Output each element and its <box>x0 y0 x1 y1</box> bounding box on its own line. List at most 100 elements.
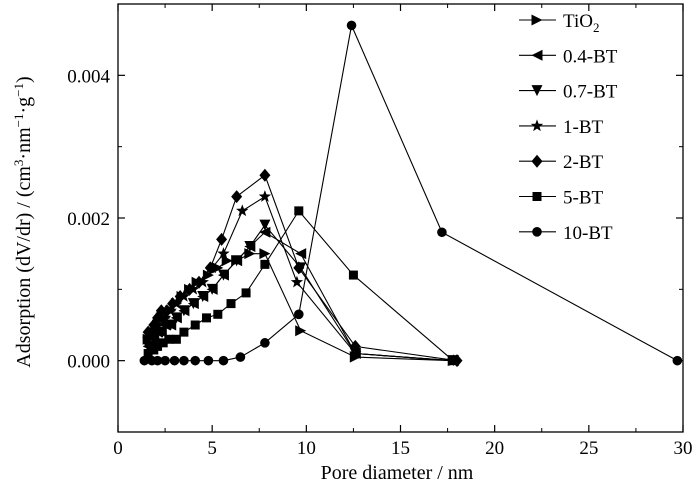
data-point <box>217 269 229 281</box>
x-tick-label: 15 <box>391 438 410 459</box>
data-point <box>147 325 160 338</box>
y-axis-label-sup1: 3 <box>11 160 26 167</box>
y-axis-label: Adsorption (dV/dr) / (cm3·nm−1·g−1) <box>11 76 35 367</box>
x-tick-label: 20 <box>485 438 504 459</box>
data-point <box>672 355 683 366</box>
plot-frame <box>117 3 684 433</box>
data-point <box>217 247 230 259</box>
x-tick-label: 30 <box>674 438 693 459</box>
data-point <box>206 283 218 295</box>
data-point <box>221 255 233 267</box>
data-point <box>184 282 196 296</box>
data-point <box>295 325 307 337</box>
data-point <box>295 248 307 260</box>
series-1-BT <box>141 190 460 366</box>
y-tick-label: 0.004 <box>67 66 110 87</box>
y-axis-label-sup2: −1 <box>11 113 26 127</box>
data-point <box>213 309 223 319</box>
legend-marker <box>531 49 543 61</box>
data-point <box>260 338 270 348</box>
legend-entry: 5-BT <box>519 188 604 209</box>
data-point <box>448 356 458 366</box>
data-point <box>190 355 201 366</box>
data-point <box>204 261 216 275</box>
data-point <box>203 355 214 366</box>
data-point <box>259 226 271 238</box>
legend-label: TiO2 <box>563 11 599 35</box>
data-point <box>235 352 246 362</box>
data-point <box>179 355 189 366</box>
legend-label: 10-BT <box>563 223 613 244</box>
legend-entry: 10-BT <box>519 223 613 244</box>
x-tick-label: 5 <box>207 438 217 459</box>
data-point <box>160 355 170 366</box>
legend-marker <box>531 85 543 97</box>
x-tick-label: 25 <box>579 438 598 459</box>
data-point <box>139 355 150 366</box>
data-point <box>349 347 362 359</box>
data-point <box>290 275 304 288</box>
legend-entry: 0.4-BT <box>519 46 618 67</box>
legend-label: 0.7-BT <box>563 82 618 103</box>
data-point <box>190 320 200 330</box>
data-point <box>141 332 155 345</box>
data-point <box>158 311 172 324</box>
legend-marker <box>530 119 544 132</box>
legend-entry: 1-BT <box>519 117 604 138</box>
data-point <box>244 241 256 253</box>
legend-label: 0.4-BT <box>563 46 618 67</box>
data-point <box>244 248 256 260</box>
data-point <box>142 325 154 339</box>
data-point <box>346 20 357 31</box>
data-point <box>167 297 179 311</box>
legend-label-text: 0.7-BT <box>563 82 618 103</box>
data-point <box>231 255 243 267</box>
legend-marker <box>532 192 542 201</box>
legend: TiO2 0.4-BT 0.7-BT 1-BT 2-BT 5-BT 10-BT <box>519 11 618 244</box>
data-point <box>259 248 271 260</box>
legend-marker <box>531 154 543 168</box>
data-point <box>437 227 447 238</box>
y-axis-label-mid: ·nm <box>13 127 35 160</box>
data-point <box>241 288 251 298</box>
legend-marker <box>532 227 542 237</box>
data-point <box>161 304 173 318</box>
axes-layer: 0 5 10 15 20 25 30 0.000 0.002 0.004 <box>67 3 693 459</box>
series-2-BT <box>142 168 463 368</box>
data-point <box>349 339 361 353</box>
y-tick-label: 0.000 <box>67 352 110 373</box>
legend-label: 1-BT <box>563 117 604 138</box>
data-point <box>258 190 272 202</box>
x-tick-label: 0 <box>113 438 123 459</box>
legend-entry: 2-BT <box>519 152 604 173</box>
data-point <box>155 326 167 338</box>
series-line <box>147 224 454 362</box>
data-point <box>178 305 190 317</box>
y-axis-label-sup3: −1 <box>11 83 26 97</box>
legend-label-text: 0.4-BT <box>563 46 618 67</box>
data-point <box>152 355 163 366</box>
x-axis-label: Pore diameter / nm <box>321 462 474 484</box>
data-point <box>197 290 209 302</box>
legend-label-subscript: 2 <box>593 20 600 35</box>
y-axis-label-main: Adsorption (dV/dr) / (cm <box>13 166 35 368</box>
y-tick-label: 0.002 <box>67 209 110 230</box>
data-point <box>218 355 229 366</box>
legend-label: 2-BT <box>563 152 604 173</box>
data-point <box>193 275 205 289</box>
legend-label: 5-BT <box>563 188 604 209</box>
data-point <box>226 299 236 309</box>
legend-entry: TiO2 <box>519 11 599 35</box>
data-point <box>202 313 212 323</box>
data-point <box>171 334 181 344</box>
series-10-BT <box>139 20 683 366</box>
legend-label-text: 1-BT <box>563 117 604 138</box>
x-tick-label: 10 <box>297 438 316 459</box>
y-axis-label-mid2: ·g <box>13 97 35 114</box>
data-point <box>216 232 228 246</box>
data-point <box>348 270 358 280</box>
data-point <box>259 168 271 182</box>
series-layer <box>139 20 683 368</box>
data-point <box>174 289 186 303</box>
